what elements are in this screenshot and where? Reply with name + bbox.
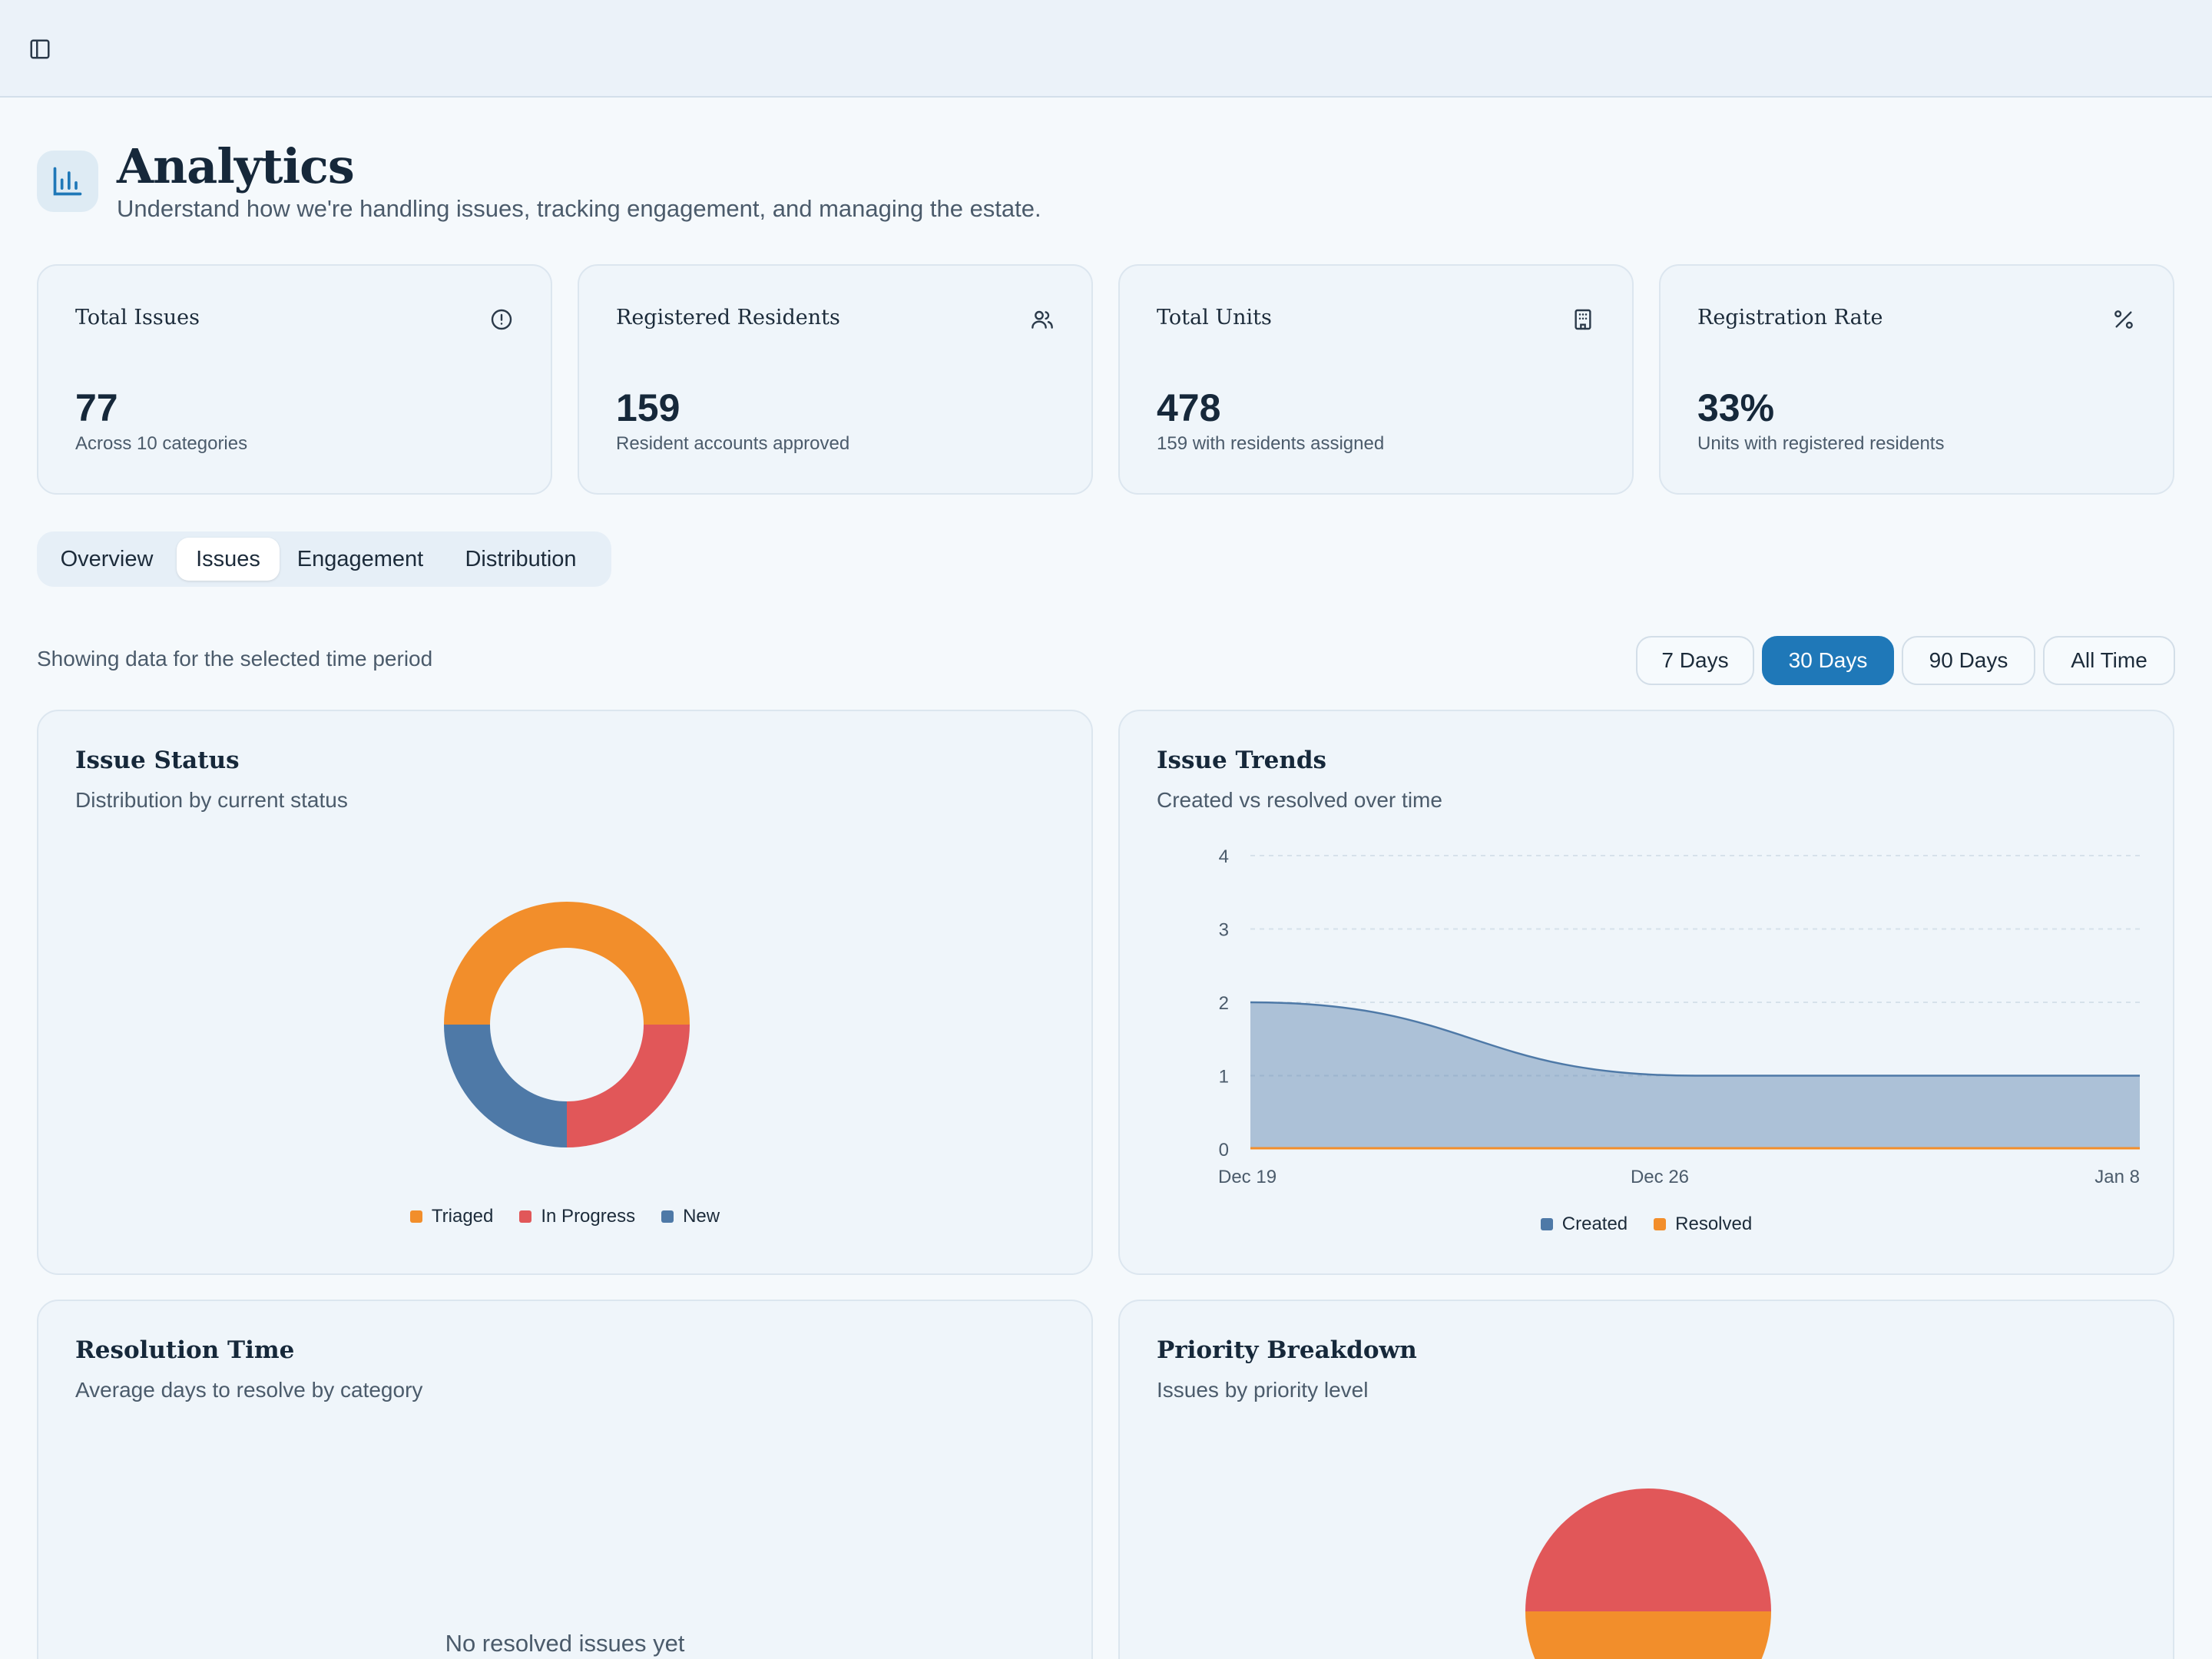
stat-note: Units with registered residents	[1697, 433, 1945, 454]
empty-state-text: No resolved issues yet	[445, 1630, 685, 1657]
panel-title: Issue Status	[75, 747, 240, 774]
legend-item: In Progress	[519, 1206, 635, 1227]
period-7-days-button[interactable]: 7 Days	[1636, 636, 1754, 685]
priority-breakdown-pie-chart	[1525, 1488, 1771, 1659]
stat-note: Across 10 categories	[75, 433, 248, 454]
period-description: Showing data for the selected time perio…	[37, 647, 433, 671]
page-subtitle: Understand how we're handling issues, tr…	[117, 195, 1041, 222]
issue-status-panel: Issue Status Distribution by current sta…	[37, 710, 1093, 1275]
y-tick-label: 0	[1219, 1140, 1229, 1161]
top-bar	[0, 0, 2212, 98]
stat-note: Resident accounts approved	[616, 433, 850, 454]
stat-card-total-units: Total Units 478 159 with residents assig…	[1118, 264, 1634, 495]
stat-value: 478	[1157, 386, 1221, 429]
stat-label: Registration Rate	[1697, 306, 1883, 329]
stat-value: 77	[75, 386, 118, 429]
panel-title: Issue Trends	[1157, 747, 1326, 774]
bar-chart-icon	[37, 151, 98, 212]
stat-note: 159 with residents assigned	[1157, 433, 1385, 454]
panel-title: Priority Breakdown	[1157, 1336, 1417, 1364]
legend-item: Created	[1540, 1214, 1628, 1235]
period-90-days-button[interactable]: 90 Days	[1902, 636, 2035, 685]
panel-title: Resolution Time	[75, 1336, 295, 1364]
building-icon	[1569, 306, 1597, 333]
percent-icon	[2110, 306, 2137, 333]
issue-status-legend: Triaged In Progress New	[38, 1206, 1091, 1227]
x-tick-label: Jan 8	[2094, 1167, 2140, 1187]
y-tick-label: 3	[1219, 920, 1229, 941]
panel-subtitle: Average days to resolve by category	[75, 1378, 423, 1402]
tab-issues[interactable]: Issues	[177, 538, 280, 581]
pie-slice-2	[444, 1025, 567, 1147]
period-30-days-button[interactable]: 30 Days	[1762, 636, 1894, 685]
resolution-time-panel: Resolution Time Average days to resolve …	[37, 1300, 1093, 1659]
stat-value: 33%	[1697, 386, 1775, 429]
stat-label: Total Issues	[75, 306, 200, 329]
tab-overview[interactable]: Overview	[60, 547, 154, 571]
issue-status-donut-chart	[444, 902, 690, 1147]
pie-slice-1	[567, 1025, 690, 1147]
pie-slice-1	[1525, 1611, 1771, 1659]
pie-slice-0	[1525, 1488, 1771, 1611]
stat-card-total-issues: Total Issues 77 Across 10 categories	[37, 264, 552, 495]
alert-circle-icon	[488, 306, 515, 333]
created-line	[1250, 1001, 2140, 1077]
stat-label: Registered Residents	[616, 306, 840, 329]
legend-label: Triaged	[431, 1206, 494, 1227]
panel-left-icon[interactable]	[23, 35, 57, 63]
stat-card-registered-residents: Registered Residents 159 Resident accoun…	[578, 264, 1093, 495]
users-icon	[1028, 306, 1056, 333]
analytics-tabs: Overview Issues Engagement Distribution	[37, 531, 611, 587]
tab-engagement[interactable]: Engagement	[296, 547, 424, 571]
legend-label: Created	[1561, 1214, 1628, 1234]
x-tick-label: Dec 19	[1218, 1167, 1277, 1187]
legend-label: In Progress	[541, 1206, 636, 1227]
legend-label: New	[683, 1206, 720, 1227]
legend-swatch	[409, 1210, 422, 1223]
y-tick-label: 2	[1219, 993, 1229, 1014]
tab-distribution[interactable]: Distribution	[465, 547, 577, 571]
y-tick-label: 1	[1219, 1067, 1229, 1088]
panel-subtitle: Created vs resolved over time	[1157, 788, 1442, 812]
issue-trends-legend: Created Resolved	[1120, 1214, 2173, 1235]
legend-swatch	[519, 1210, 532, 1223]
panel-subtitle: Distribution by current status	[75, 788, 348, 812]
stat-label: Total Units	[1157, 306, 1272, 329]
legend-label: Resolved	[1675, 1214, 1753, 1234]
legend-swatch	[1654, 1218, 1667, 1230]
issue-trends-panel: Issue Trends Created vs resolved over ti…	[1118, 710, 2174, 1275]
x-tick-label: Dec 26	[1631, 1167, 1689, 1187]
priority-breakdown-panel: Priority Breakdown Issues by priority le…	[1118, 1300, 2174, 1659]
y-tick-label: 4	[1219, 846, 1229, 867]
legend-item: New	[661, 1206, 720, 1227]
stat-card-registration-rate: Registration Rate 33% Units with registe…	[1659, 264, 2174, 495]
legend-swatch	[661, 1210, 674, 1223]
panel-subtitle: Issues by priority level	[1157, 1378, 1369, 1402]
page-title: Analytics	[117, 138, 355, 194]
legend-item: Resolved	[1654, 1214, 1752, 1235]
legend-swatch	[1540, 1218, 1553, 1230]
period-all-time-button[interactable]: All Time	[2043, 636, 2175, 685]
stat-value: 159	[616, 386, 680, 429]
issue-trends-area-chart: 0 1 2 3 4 Dec 19 Dec 26 Jan 8	[1218, 846, 2140, 1187]
legend-item: Triaged	[409, 1206, 494, 1227]
pie-slice-0	[444, 902, 690, 1025]
